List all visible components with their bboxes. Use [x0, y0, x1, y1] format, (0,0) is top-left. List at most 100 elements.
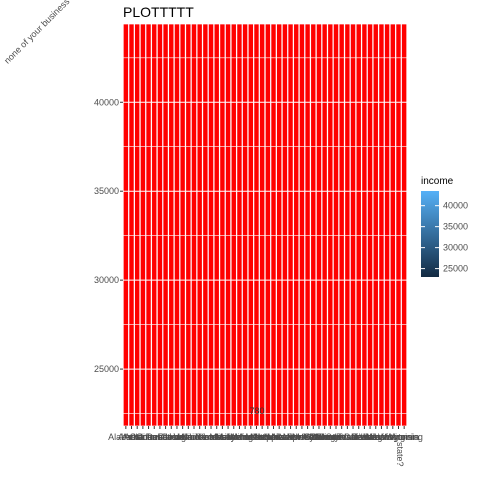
x-tick-label: Iowa: [196, 432, 215, 442]
bar: [236, 23, 243, 427]
bar: [333, 23, 339, 427]
bar: [264, 23, 271, 427]
bar: [281, 23, 288, 427]
x-tick-label: Indiana: [185, 432, 215, 442]
x-tick-label: Delaware: [147, 432, 185, 442]
bar: [316, 23, 322, 427]
x-tick-label: West Virginia: [366, 432, 419, 442]
bar: [384, 23, 391, 427]
bar: [185, 23, 192, 427]
x-tick-label: Wisconsin: [378, 432, 419, 442]
legend-tick-label: 30000: [443, 243, 468, 253]
bar: [230, 23, 237, 427]
x-tick-label: Oklahoma: [304, 432, 345, 442]
x-tick-label: New Hampshire: [253, 432, 317, 442]
x-tick-label: Washington: [364, 432, 411, 442]
x-tick-label: Minnesota: [230, 432, 272, 442]
x-tick-label: Maryland: [215, 432, 252, 442]
bar: [202, 23, 209, 427]
x-tick-label: Montana: [250, 432, 285, 442]
x-tick-label: Wyoming: [385, 432, 422, 442]
bar: [213, 23, 220, 427]
bar: [179, 23, 186, 427]
x-tick-label: Florida: [158, 432, 186, 442]
bar: [327, 23, 334, 427]
bar: [157, 23, 163, 427]
bar: [395, 23, 402, 427]
x-tick-label: Georgia: [161, 432, 193, 442]
bar: [122, 23, 129, 427]
bar: [299, 23, 305, 427]
bar: [139, 23, 146, 427]
x-tick-label: Alaska: [118, 432, 145, 442]
x-axis: AlabamaAlaskaArizonaArkansasCaliforniaCo…: [108, 426, 423, 442]
x-tick-label: Nebraska: [254, 432, 293, 442]
bar: [128, 23, 135, 427]
x-tick-label: Utah: [361, 432, 380, 442]
x-tick-label: New Mexico: [272, 432, 321, 442]
bar: [344, 23, 351, 427]
bar: [219, 23, 226, 427]
bar: [338, 23, 345, 427]
legend-tick-label: 35000: [443, 222, 468, 232]
x-tick-label: Tennessee: [337, 432, 381, 442]
bar: [372, 23, 379, 427]
bar: [293, 23, 300, 427]
bar: [350, 23, 356, 427]
legend-tick-label: 25000: [443, 264, 468, 274]
x-tick-label: Kansas: [196, 432, 227, 442]
bar: [174, 23, 180, 427]
bar: [304, 23, 311, 427]
y-axis: 25000 30000 35000 40000: [94, 97, 123, 374]
x-tick-label: Illinois: [181, 432, 207, 442]
bar: [287, 23, 294, 427]
x-tick-label: Pennsylvania: [309, 432, 363, 442]
bar: [367, 23, 373, 427]
x-tick-label: Mississippi: [235, 432, 279, 442]
bar: [208, 23, 214, 427]
bar: [401, 23, 408, 427]
x-tick-label: Texas: [353, 432, 377, 442]
x-tick-label: Ohio: [309, 432, 328, 442]
bar: [191, 23, 197, 427]
bar: [242, 23, 249, 427]
x-axis-label: state?: [395, 442, 405, 467]
bar: [321, 23, 328, 427]
legend: income 25000 30000 35000 40000: [421, 176, 468, 277]
x-tick-label: Missouri: [245, 432, 279, 442]
bar: [378, 23, 385, 427]
y-axis-label: none of your business: [2, 0, 72, 66]
x-tick-label: Hawaii: [169, 432, 196, 442]
x-tick-label: Vermont: [359, 432, 393, 442]
x-tick-label: Kentucky: [198, 432, 236, 442]
x-tick-label: Arizona: [122, 432, 153, 442]
chart-title: PLOTTTTT: [123, 4, 194, 20]
x-tick-label: North Dakota: [287, 432, 340, 442]
bar: [247, 23, 254, 427]
x-tick-label: Maine: [216, 432, 241, 442]
legend-tick-label: 40000: [443, 201, 468, 211]
x-tick-label: Nevada: [264, 432, 295, 442]
x-tick-label: Rhode Island: [315, 432, 368, 442]
bar: [270, 23, 277, 427]
y-tick-label: 30000: [94, 275, 119, 285]
bar: [389, 23, 396, 427]
x-tick-label: Louisiana: [203, 432, 242, 442]
bar-group: [122, 23, 408, 427]
x-tick-label: Virginia: [367, 432, 397, 442]
x-tick-label: Connecticut: [136, 432, 184, 442]
bar: [134, 23, 141, 427]
bar: [151, 23, 158, 427]
legend-colorbar: [421, 191, 439, 277]
x-tick-label: South Carolina: [318, 432, 378, 442]
x-tick-label: Oregon: [315, 432, 345, 442]
x-tick-label: Idaho: [177, 432, 200, 442]
bar: [168, 23, 175, 427]
legend-title: income: [421, 176, 454, 187]
x-tick-label: Massachusetts: [209, 432, 270, 442]
bar: [162, 23, 169, 427]
x-tick-label: California: [130, 432, 168, 442]
bar: [145, 23, 152, 427]
bar: [355, 23, 362, 427]
bar-annotation: 780: [249, 406, 264, 416]
